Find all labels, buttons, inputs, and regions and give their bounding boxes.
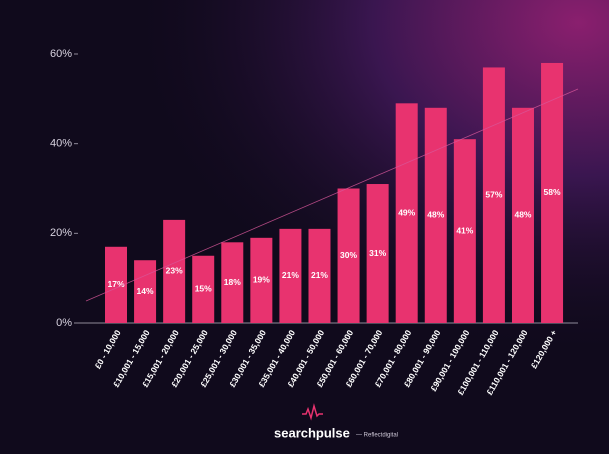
value-label: 21%	[311, 270, 328, 280]
trend-line	[85, 88, 579, 302]
bar	[250, 237, 273, 323]
y-tick-label: 40%	[50, 138, 72, 150]
bar	[424, 107, 447, 323]
logo-icon	[302, 403, 323, 421]
bar	[221, 242, 244, 323]
y-tick-label: 0%	[56, 317, 72, 329]
bar	[337, 188, 360, 323]
bar	[482, 67, 505, 323]
bar	[279, 228, 302, 323]
y-tick-label: 20%	[50, 227, 72, 239]
value-label: 48%	[427, 210, 444, 220]
bar	[308, 228, 331, 323]
bar	[366, 184, 389, 323]
value-label: 19%	[253, 275, 270, 285]
bar	[395, 103, 418, 323]
bar	[134, 260, 157, 323]
value-label: 14%	[137, 286, 154, 296]
value-label: 48%	[514, 210, 531, 220]
bar	[105, 246, 127, 323]
bar	[192, 255, 215, 323]
y-tick-label: 60%	[50, 48, 72, 60]
bar	[453, 139, 476, 323]
value-label: 31%	[369, 248, 386, 258]
value-label: 23%	[166, 266, 183, 276]
brand: searchpulse	[274, 425, 350, 440]
bar	[163, 219, 186, 323]
value-label: 58%	[544, 187, 561, 197]
value-label: 21%	[282, 270, 299, 280]
bar	[511, 107, 534, 323]
brand-by: — Reflectdigital	[356, 433, 398, 439]
value-label: 18%	[224, 277, 241, 287]
value-label: 41%	[456, 225, 473, 235]
value-label: 57%	[485, 189, 502, 199]
bar	[541, 62, 564, 323]
footer: searchpulse — Reflectdigital	[274, 403, 398, 440]
value-label: 17%	[107, 279, 124, 289]
value-label: 30%	[340, 250, 357, 260]
value-label: 15%	[195, 284, 212, 294]
value-label: 49%	[398, 207, 415, 217]
